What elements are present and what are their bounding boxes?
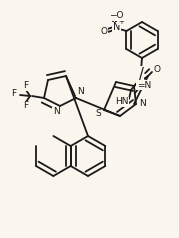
- Text: N: N: [53, 108, 59, 116]
- Text: N: N: [140, 99, 146, 109]
- Text: O: O: [101, 26, 108, 35]
- Text: F: F: [23, 81, 29, 90]
- Text: N: N: [77, 88, 83, 96]
- Text: O: O: [154, 65, 161, 74]
- Text: F: F: [11, 89, 17, 99]
- Text: S: S: [95, 109, 101, 119]
- Text: N: N: [113, 22, 120, 32]
- Text: F: F: [23, 101, 29, 110]
- Text: −O: −O: [109, 11, 124, 20]
- Text: HN: HN: [115, 98, 129, 106]
- Text: +: +: [118, 19, 124, 25]
- Text: /: /: [139, 66, 143, 81]
- Text: HN: HN: [115, 98, 129, 106]
- Text: =N: =N: [137, 80, 151, 89]
